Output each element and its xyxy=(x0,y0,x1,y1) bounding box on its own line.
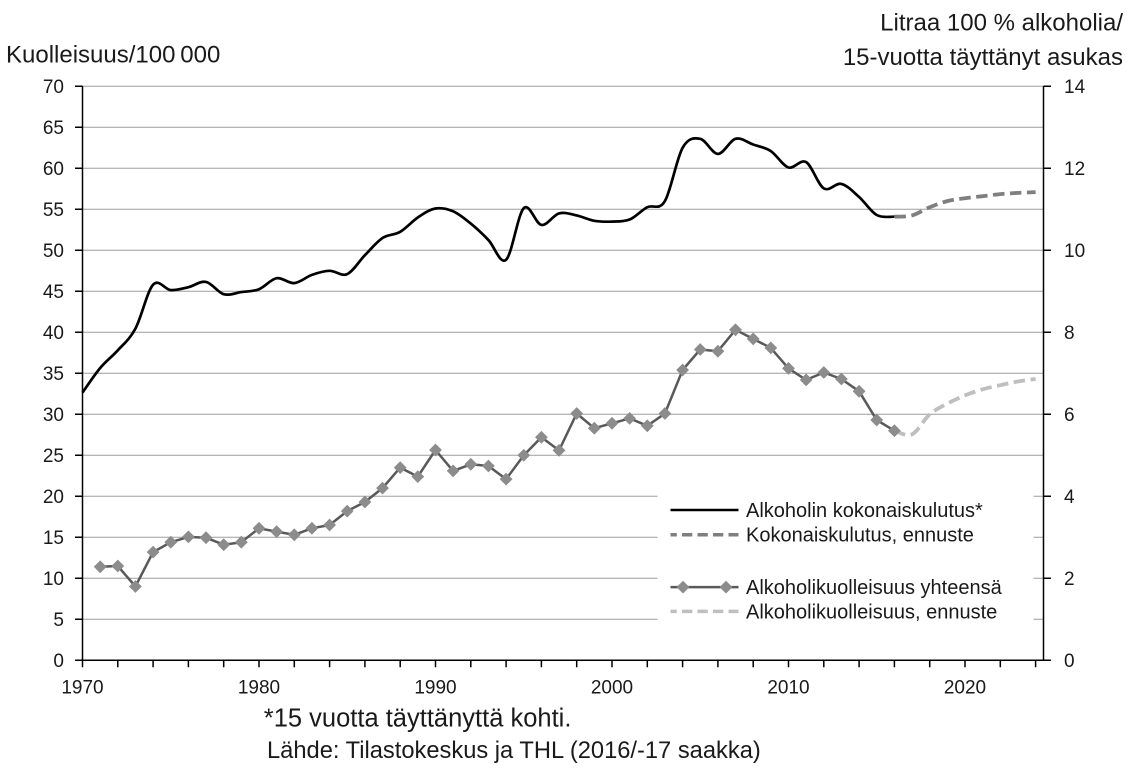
svg-text:0: 0 xyxy=(53,651,64,672)
svg-text:45: 45 xyxy=(43,282,64,303)
svg-text:Alkoholikuolleisuus yhteensä: Alkoholikuolleisuus yhteensä xyxy=(746,577,1003,599)
svg-text:2010: 2010 xyxy=(767,678,809,699)
svg-text:*15 vuotta täyttänyttä kohti.: *15 vuotta täyttänyttä kohti. xyxy=(264,705,572,733)
svg-text:Litraa 100 % alkoholia/: Litraa 100 % alkoholia/ xyxy=(880,10,1123,37)
svg-text:65: 65 xyxy=(43,118,64,139)
svg-text:15-vuotta täyttänyt asukas: 15-vuotta täyttänyt asukas xyxy=(843,44,1123,71)
svg-text:30: 30 xyxy=(43,405,64,426)
svg-text:70: 70 xyxy=(43,77,64,98)
svg-text:60: 60 xyxy=(43,159,64,180)
svg-text:2000: 2000 xyxy=(591,678,633,699)
svg-text:1970: 1970 xyxy=(61,678,103,699)
svg-text:1980: 1980 xyxy=(238,678,280,699)
svg-text:55: 55 xyxy=(43,200,64,221)
svg-text:8: 8 xyxy=(1064,323,1075,344)
svg-text:20: 20 xyxy=(43,487,64,508)
svg-text:Lähde: Tilastokeskus ja THL (2: Lähde: Tilastokeskus ja THL (2016/-17 sa… xyxy=(267,738,761,764)
svg-text:2: 2 xyxy=(1064,569,1075,590)
svg-text:14: 14 xyxy=(1064,77,1086,98)
svg-text:35: 35 xyxy=(43,364,64,385)
svg-text:10: 10 xyxy=(1064,241,1085,262)
svg-text:Kokonaiskulutus, ennuste: Kokonaiskulutus, ennuste xyxy=(746,525,974,547)
svg-text:Alkoholin kokonaiskulutus*: Alkoholin kokonaiskulutus* xyxy=(746,500,983,522)
svg-text:10: 10 xyxy=(43,569,64,590)
svg-text:40: 40 xyxy=(43,323,64,344)
svg-text:6: 6 xyxy=(1064,405,1075,426)
svg-text:1990: 1990 xyxy=(414,678,456,699)
svg-text:25: 25 xyxy=(43,446,64,467)
svg-text:4: 4 xyxy=(1064,487,1075,508)
svg-text:Kuolleisuus/100 000: Kuolleisuus/100 000 xyxy=(6,42,220,69)
svg-text:15: 15 xyxy=(43,528,64,549)
svg-text:Alkoholikuolleisuus, ennuste: Alkoholikuolleisuus, ennuste xyxy=(746,601,997,623)
svg-text:50: 50 xyxy=(43,241,64,262)
svg-text:12: 12 xyxy=(1064,159,1085,180)
svg-text:5: 5 xyxy=(53,610,64,631)
svg-text:0: 0 xyxy=(1064,651,1075,672)
svg-text:2020: 2020 xyxy=(944,678,986,699)
